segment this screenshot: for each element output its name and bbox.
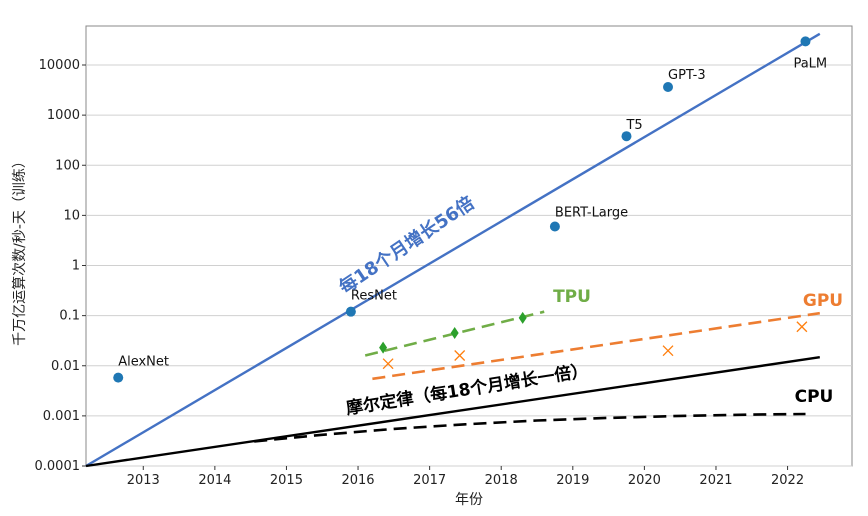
x-tick-label: 2020: [628, 473, 661, 488]
point-label: ResNet: [351, 289, 397, 304]
x-tick-label: 2019: [556, 473, 589, 488]
x-axis-ticks: 2013 2014 2015 2016 2017 2018 2019 2020 2021 2022: [127, 466, 804, 488]
tpu-point: [379, 341, 388, 354]
y-tick-label: 0.001: [43, 409, 80, 424]
model-point: [549, 221, 560, 232]
y-tick-label: 0.0001: [35, 459, 81, 474]
model-point: [621, 131, 632, 142]
gpu-trend-line: [372, 311, 820, 381]
exp-growth-line: [85, 32, 821, 468]
x-tick-label: 2017: [413, 473, 446, 488]
model-point: [800, 36, 811, 47]
x-tick-label: 2016: [341, 473, 374, 488]
point-label: AlexNet: [118, 355, 169, 370]
point-label: T5: [625, 118, 642, 133]
x-axis-label: 年份: [455, 492, 483, 508]
gpu-point: [662, 345, 674, 357]
trend-lines: [85, 32, 821, 468]
point-label: BERT-Large: [555, 205, 628, 220]
gpu-point: [454, 350, 466, 361]
plot-area: [85, 25, 853, 467]
x-tick-label: 2015: [270, 473, 303, 488]
point-labels: AlexNet ResNet BERT-Large T5 GPT-3 PaLM: [118, 56, 827, 369]
data-points: [113, 36, 811, 383]
x-tick-label: 2013: [127, 473, 160, 488]
point-label: GPT-3: [668, 68, 706, 83]
tpu-point: [450, 327, 459, 340]
y-axis-label: 千万亿运算次数/秒-天（训练）: [12, 154, 28, 346]
gpu-point: [796, 321, 808, 333]
y-axis-ticks: 0.0001 0.001 0.01 0.1 1 10 100 1000 10000: [35, 58, 86, 474]
cpu-annotation: CPU: [795, 387, 834, 407]
model-point: [663, 82, 674, 93]
point-label: PaLM: [793, 56, 827, 71]
y-tick-label: 1000: [47, 108, 80, 123]
gridlines: [86, 64, 852, 467]
x-tick-label: 2022: [771, 473, 804, 488]
moore-law-line: [85, 356, 820, 468]
x-tick-label: 2021: [699, 473, 732, 488]
tpu-annotation: TPU: [553, 287, 591, 307]
model-point: [113, 372, 124, 383]
y-tick-label: 100: [55, 158, 80, 173]
cpu-trend-line: [254, 412, 806, 443]
model-point: [345, 306, 356, 317]
gpu-annotation: GPU: [803, 291, 843, 311]
x-tick-label: 2018: [485, 473, 518, 488]
y-tick-label: 0.01: [51, 359, 80, 374]
y-tick-label: 10000: [39, 58, 80, 73]
y-tick-label: 0.1: [59, 309, 80, 324]
tpu-point: [518, 311, 527, 324]
y-tick-label: 10: [63, 208, 80, 223]
y-tick-label: 1: [72, 259, 80, 274]
gpu-point: [382, 358, 394, 370]
x-tick-label: 2014: [198, 473, 231, 488]
